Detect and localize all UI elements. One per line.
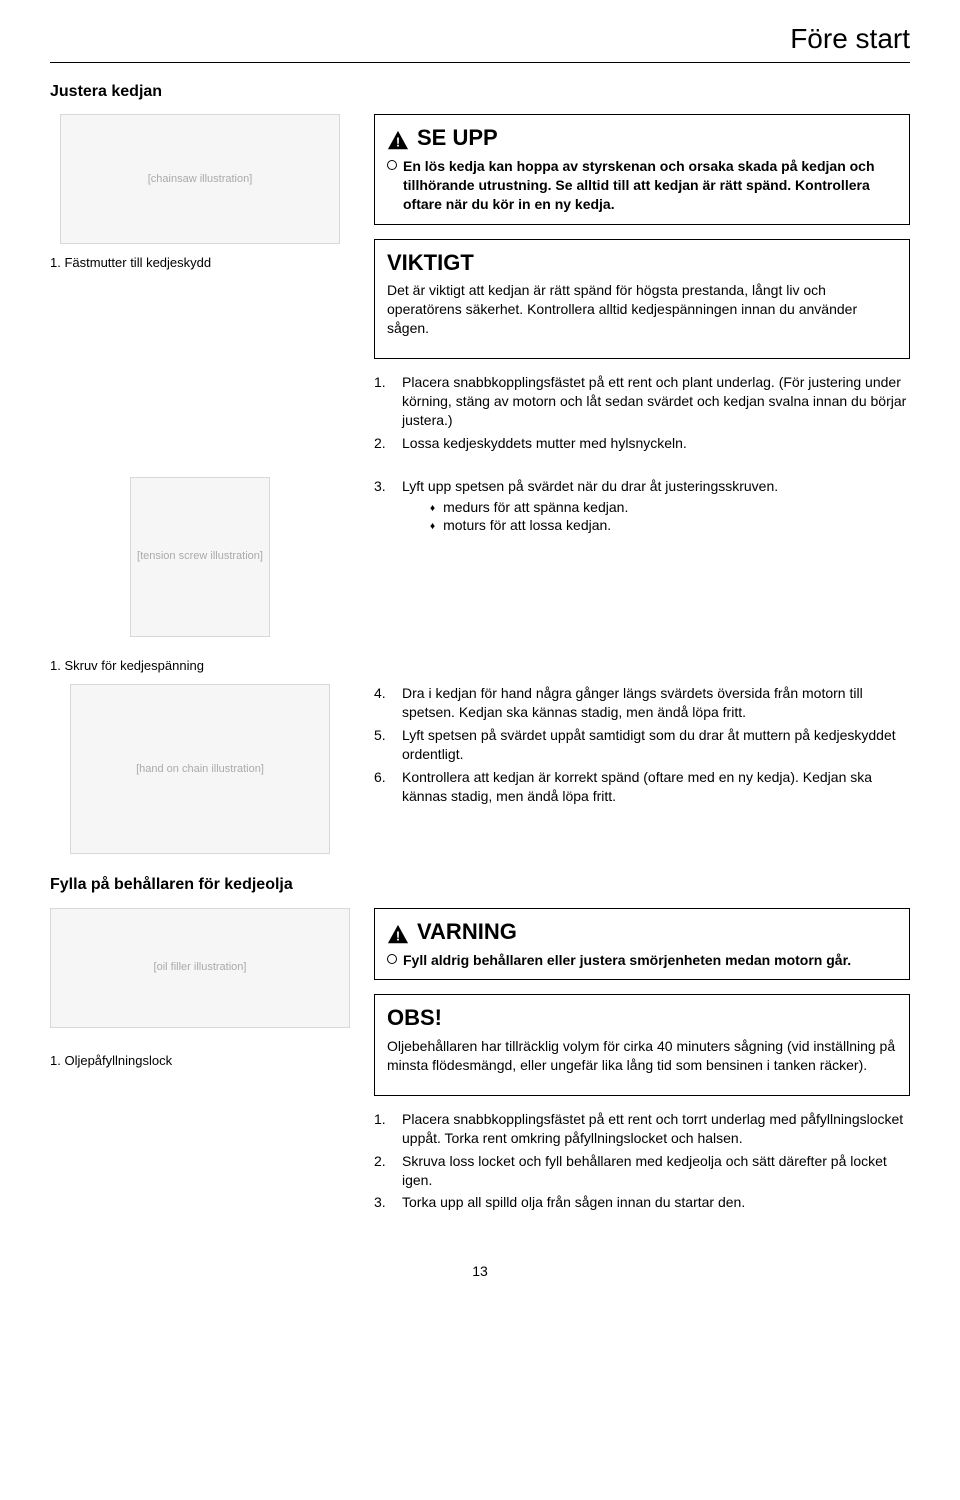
step-body: Dra i kedjan för hand några gånger längs… [402, 684, 910, 722]
seupp-header: ! SE UPP [387, 123, 897, 153]
figure-hand-chain: [hand on chain illustration] [50, 684, 350, 860]
step-num: 2. [374, 1152, 402, 1190]
figure2-caption: 1. Skruv för kedjespänning [50, 657, 910, 675]
seupp-box: ! SE UPP En lös kedja kan hoppa av styrs… [374, 114, 910, 224]
step-body: Skruva loss locket och fyll behållaren m… [402, 1152, 910, 1190]
svg-text:!: ! [396, 928, 400, 943]
obs-box: OBS! Oljebehållaren har tillräcklig voly… [374, 994, 910, 1095]
page-header: Före start [50, 20, 910, 63]
step-num: 3. [374, 477, 402, 536]
step-num: 2. [374, 434, 402, 453]
figure1-caption: 1. Fästmutter till kedjeskydd [50, 254, 350, 272]
step-num: 1. [374, 1110, 402, 1148]
warning-triangle-icon: ! [387, 128, 409, 148]
viktigt-text: Det är viktigt att kedjan är rätt spänd … [387, 281, 897, 338]
step3-text: Lyft upp spetsen på svärdet när du drar … [402, 478, 778, 494]
sub-bullet: moturs för att lossa kedjan. [430, 516, 910, 535]
warning-triangle-icon: ! [387, 922, 409, 942]
oil-steps: 1.Placera snabbkopplingsfästet på ett re… [374, 1110, 910, 1212]
step-num: 3. [374, 1193, 402, 1212]
steps-3: 3. Lyft upp spetsen på svärdet när du dr… [374, 477, 910, 536]
varning-label: VARNING [417, 917, 517, 947]
varning-header: ! VARNING [387, 917, 897, 947]
step-num: 5. [374, 726, 402, 764]
step3-sublist: medurs för att spänna kedjan. moturs för… [402, 498, 910, 536]
step-body: Torka upp all spilld olja från sågen inn… [402, 1193, 910, 1212]
varning-box: ! VARNING Fyll aldrig behållaren eller j… [374, 908, 910, 981]
seupp-label: SE UPP [417, 123, 498, 153]
oil-caption: 1. Oljepåfyllningslock [50, 1052, 350, 1070]
steps-4-6: 4.Dra i kedjan för hand några gånger län… [374, 684, 910, 805]
figure-chainsaw: [chainsaw illustration] [50, 114, 350, 250]
obs-label: OBS! [387, 1003, 897, 1033]
step-body: Lyft upp spetsen på svärdet när du drar … [402, 477, 910, 536]
hand-chain-illustration: [hand on chain illustration] [70, 684, 330, 854]
figure-oil-filler: [oil filler illustration] [50, 908, 350, 1034]
step-body: Kontrollera att kedjan är korrekt spänd … [402, 768, 910, 806]
step-num: 4. [374, 684, 402, 722]
oil-filler-illustration: [oil filler illustration] [50, 908, 350, 1028]
step-num: 1. [374, 373, 402, 430]
chainsaw-illustration: [chainsaw illustration] [60, 114, 340, 244]
viktigt-box: VIKTIGT Det är viktigt att kedjan är rät… [374, 239, 910, 359]
step-body: Placera snabbkopplingsfästet på ett rent… [402, 373, 910, 430]
seupp-text: En lös kedja kan hoppa av styrskenan och… [403, 157, 897, 214]
viktigt-label: VIKTIGT [387, 248, 897, 278]
section1-title: Justera kedjan [50, 81, 910, 103]
page-number: 13 [50, 1262, 910, 1281]
step-body: Placera snabbkopplingsfästet på ett rent… [402, 1110, 910, 1148]
varning-text: Fyll aldrig behållaren eller justera smö… [403, 951, 851, 970]
svg-text:!: ! [396, 135, 400, 150]
figure-tension-screw: [tension screw illustration] [50, 477, 350, 643]
step-num: 6. [374, 768, 402, 806]
bullet-icon [387, 160, 397, 170]
step-body: Lossa kedjeskyddets mutter med hylsnycke… [402, 434, 910, 453]
step-body: Lyft spetsen på svärdet uppåt samtidigt … [402, 726, 910, 764]
sub-bullet: medurs för att spänna kedjan. [430, 498, 910, 517]
steps-1-2: 1.Placera snabbkopplingsfästet på ett re… [374, 373, 910, 453]
tension-screw-illustration: [tension screw illustration] [130, 477, 270, 637]
section2-title: Fylla på behållaren för kedjeolja [50, 874, 910, 896]
bullet-icon [387, 954, 397, 964]
obs-text: Oljebehållaren har tillräcklig volym för… [387, 1037, 897, 1075]
